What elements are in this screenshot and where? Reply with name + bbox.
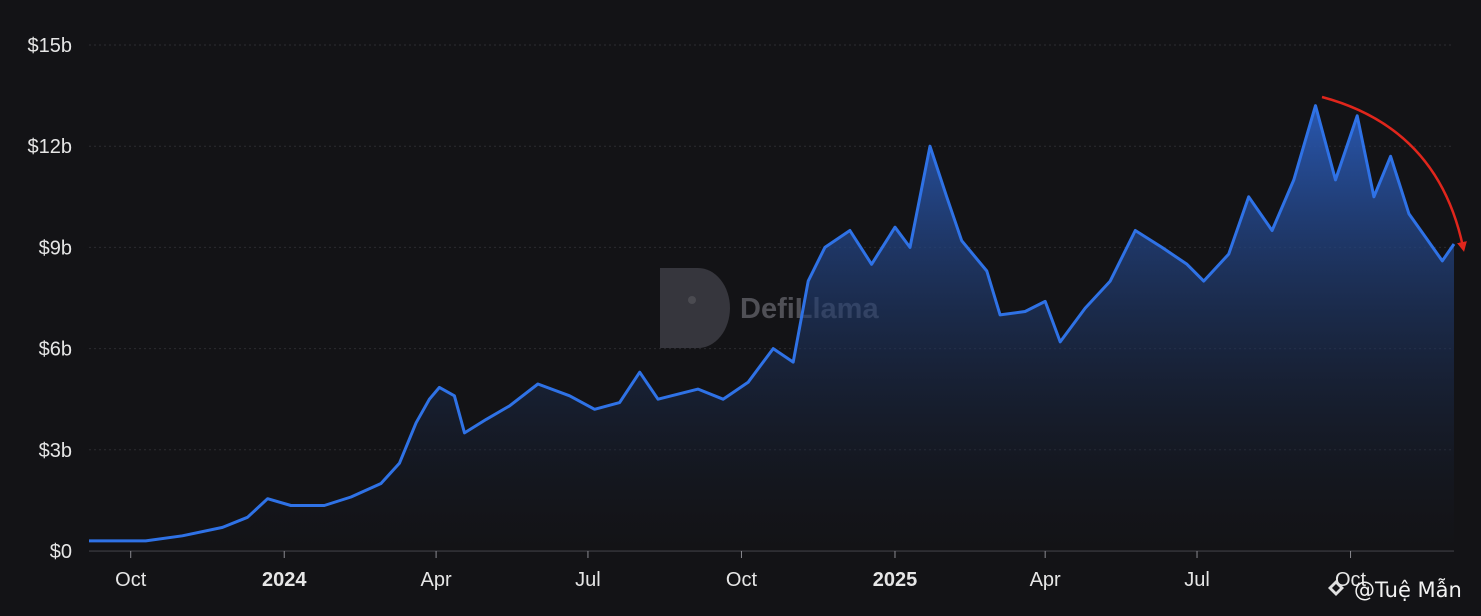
y-axis: $0 $3b $6b $9b $12b $15b [28, 35, 73, 563]
y-tick-label: $3b [39, 440, 72, 462]
y-tick-label: $0 [50, 541, 72, 563]
annotation-arrow [1321, 95, 1467, 252]
x-tick-label: Jul [575, 569, 601, 591]
credit: @Tuệ Mẫn [1328, 577, 1462, 602]
x-tick-label: Oct [115, 569, 147, 591]
x-tick-label: Oct [1335, 569, 1367, 591]
x-tick-label: 2024 [262, 569, 307, 591]
area-fill [89, 105, 1454, 551]
x-tick-label: Oct [726, 569, 758, 591]
diamond-logo-icon [1328, 580, 1344, 596]
y-tick-label: $6b [39, 339, 72, 361]
x-tick-label: Jul [1184, 569, 1210, 591]
x-tick-label: 2025 [873, 569, 918, 591]
y-tick-label: $15b [28, 35, 73, 57]
y-tick-label: $9b [39, 237, 72, 259]
llama-logo-icon [660, 268, 730, 348]
x-axis: Oct 2024 Apr Jul Oct 2025 Apr Jul Oct [115, 551, 1367, 591]
x-tick-label: Apr [1030, 569, 1061, 591]
series-line [89, 104, 1456, 543]
credit-handle: @Tuệ Mẫn [1354, 577, 1462, 602]
x-tick-label: Apr [421, 569, 452, 591]
llama-eye-icon [688, 296, 696, 304]
y-tick-label: $12b [28, 136, 73, 158]
